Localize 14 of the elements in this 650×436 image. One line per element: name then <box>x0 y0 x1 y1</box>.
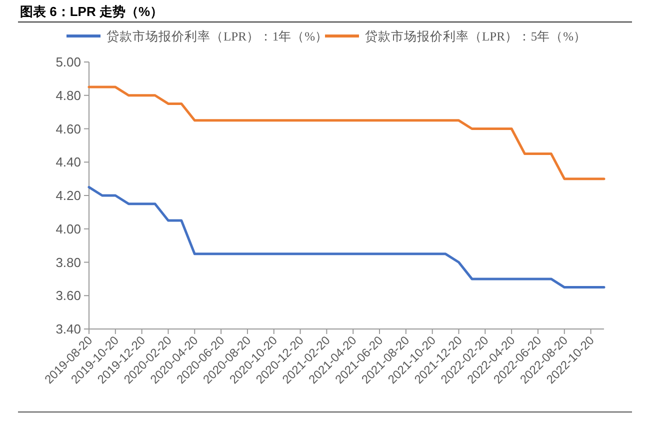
y-tick-label: 4.00 <box>56 221 81 236</box>
y-tick-label: 4.20 <box>56 188 81 203</box>
legend-label: 贷款市场报价利率（LPR）：5年（%） <box>365 28 587 44</box>
legend-label: 贷款市场报价利率（LPR）：1年（%） <box>106 28 328 44</box>
y-tick-label: 4.80 <box>56 88 81 103</box>
y-tick-label: 3.80 <box>56 254 81 270</box>
y-tick-label: 4.40 <box>56 154 81 170</box>
y-tick-label: 3.60 <box>56 288 81 304</box>
y-tick-label: 5.00 <box>56 54 81 70</box>
line-series <box>88 186 606 289</box>
y-tick-label: 3.40 <box>56 322 81 336</box>
chart-title: 图表 6：LPR 走势（%） <box>20 4 164 19</box>
y-tick-label: 4.60 <box>56 121 81 136</box>
line-series <box>88 86 606 180</box>
